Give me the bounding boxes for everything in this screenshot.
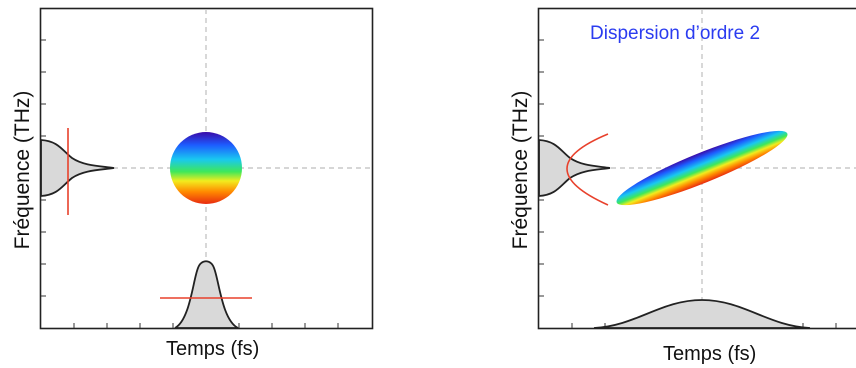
spectral-phase-curve <box>566 133 609 206</box>
temporal-profile <box>593 299 811 329</box>
spectrum-profile <box>40 139 115 197</box>
panel-left: Fréquence (THz) Temps (fs) <box>0 0 420 368</box>
y-axis-label: Fréquence (THz) <box>11 90 34 250</box>
panel-right: Dispersion d’ordre 2 Fréquence (THz) Tem… <box>496 0 856 368</box>
x-axis-label: Temps (fs) <box>166 338 260 360</box>
pulse-wigner-blob <box>170 132 242 204</box>
time-frequency-diagram-left <box>39 7 374 330</box>
chirped-pulse-blob <box>616 130 788 206</box>
spectrum-profile <box>538 139 611 197</box>
temporal-profile <box>174 260 239 329</box>
y-axis-label: Fréquence (THz) <box>509 90 532 250</box>
axis-ticks <box>41 39 339 328</box>
time-frequency-diagram-right <box>537 7 856 330</box>
dispersion-annotation: Dispersion d’ordre 2 <box>590 23 761 44</box>
x-axis-label: Temps (fs) <box>663 343 757 365</box>
